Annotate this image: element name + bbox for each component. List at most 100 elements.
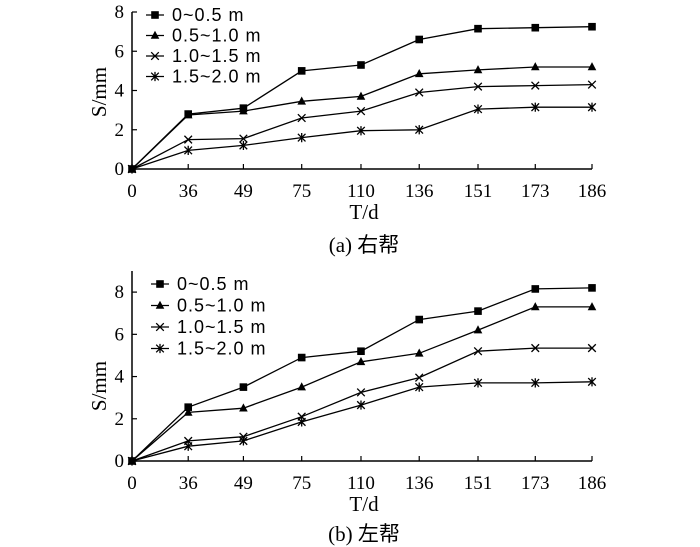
x-tick-label: 151	[464, 473, 493, 494]
x-tick-label: 75	[292, 181, 311, 202]
legend-label: 0~0.5 m	[177, 274, 250, 294]
y-axis-label: S/mm	[87, 361, 111, 411]
data-point	[414, 373, 424, 382]
legend-marker	[155, 322, 165, 332]
x-axis-label: T/d	[349, 200, 379, 224]
data-point	[473, 82, 483, 91]
data-point	[531, 378, 540, 388]
data-point	[356, 106, 366, 116]
y-tick-label: 8	[115, 282, 125, 303]
data-point	[183, 145, 193, 155]
series-2	[127, 302, 597, 465]
legend-entry: 0.5~1.0 m	[151, 296, 266, 316]
x-tick-label: 186	[578, 473, 607, 494]
data-point	[531, 102, 540, 112]
legend-entry: 1.5~2.0 m	[151, 339, 267, 359]
x-tick-label: 49	[234, 473, 253, 494]
data-point	[414, 88, 424, 97]
y-tick-label: 8	[115, 2, 125, 23]
x-tick-label: 0	[127, 181, 137, 202]
data-point	[531, 285, 540, 293]
data-point	[357, 347, 365, 356]
series-line	[131, 106, 592, 170]
x-axis-label: T/d	[349, 492, 379, 516]
y-axis-label: S/mm	[87, 67, 111, 117]
legend-label: 1.5~2.0 m	[177, 339, 267, 359]
x-tick-label: 136	[405, 473, 434, 494]
x-tick-label: 110	[347, 181, 375, 202]
x-tick-label: 136	[405, 181, 434, 202]
data-point	[356, 91, 366, 100]
legend-entry: 0~0.5 m	[151, 274, 250, 294]
data-point	[530, 302, 540, 311]
legend-label: 1.0~1.5 m	[177, 317, 267, 337]
y-tick-label: 2	[115, 120, 125, 141]
data-point	[356, 356, 366, 366]
legend-label: 1.0~1.5 m	[172, 46, 262, 66]
y-tick-label: 0	[115, 451, 125, 472]
x-tick-label: 173	[521, 181, 550, 202]
x-tick-label: 49	[234, 181, 253, 202]
legend-label: 1.5~2.0 m	[172, 67, 262, 87]
data-point	[474, 307, 482, 315]
y-tick-label: 4	[115, 81, 125, 102]
x-tick-label: 75	[292, 473, 311, 494]
legend-entry: 1.5~2.0 m	[146, 67, 262, 87]
data-point	[414, 382, 424, 392]
data-point	[414, 125, 424, 135]
data-point	[415, 315, 424, 324]
legend-entry: 0~0.5 m	[146, 5, 245, 25]
legend-entry: 1.0~1.5 m	[151, 317, 267, 337]
data-point	[183, 441, 193, 451]
data-point	[473, 378, 483, 388]
data-point	[473, 104, 483, 114]
y-tick-label: 6	[115, 324, 125, 345]
data-point	[297, 382, 306, 391]
x-tick-label: 36	[179, 181, 198, 202]
data-point	[473, 325, 483, 334]
legend-entry: 1.0~1.5 m	[146, 46, 262, 66]
series-4	[127, 102, 597, 174]
data-point	[127, 456, 137, 466]
data-point	[239, 383, 248, 391]
x-tick-label: 36	[179, 473, 198, 494]
data-point	[239, 436, 248, 446]
data-point	[297, 133, 306, 143]
y-tick-label: 6	[115, 41, 125, 62]
data-point	[414, 69, 424, 78]
data-point	[531, 343, 540, 353]
data-point	[587, 102, 597, 112]
legend-marker	[151, 11, 159, 19]
y-tick-label: 4	[115, 367, 125, 388]
legend-marker	[155, 300, 165, 309]
data-point	[587, 377, 597, 387]
data-point	[297, 353, 306, 362]
data-point	[587, 302, 597, 311]
data-point	[239, 140, 248, 151]
x-tick-label: 151	[464, 181, 493, 202]
data-point	[587, 343, 597, 353]
data-point	[183, 135, 193, 144]
legend-label: 0~0.5 m	[172, 5, 245, 25]
panel-caption: (b) 左帮	[328, 522, 400, 546]
x-tick-label: 0	[127, 473, 137, 494]
legend-marker	[150, 51, 160, 61]
legend-marker	[155, 343, 165, 354]
x-tick-label: 173	[521, 473, 550, 494]
data-point	[356, 126, 366, 136]
legend-marker	[156, 280, 164, 288]
legend-label: 0.5~1.0 m	[172, 26, 262, 46]
data-point	[588, 22, 596, 31]
data-point	[414, 348, 424, 357]
data-point	[531, 81, 540, 90]
data-point	[127, 164, 137, 174]
data-point	[356, 400, 366, 410]
data-point	[473, 65, 483, 74]
data-point	[297, 67, 306, 75]
data-point	[530, 62, 540, 71]
data-point	[588, 284, 596, 292]
data-point	[297, 96, 306, 105]
data-point	[587, 80, 597, 89]
data-point	[356, 388, 366, 397]
